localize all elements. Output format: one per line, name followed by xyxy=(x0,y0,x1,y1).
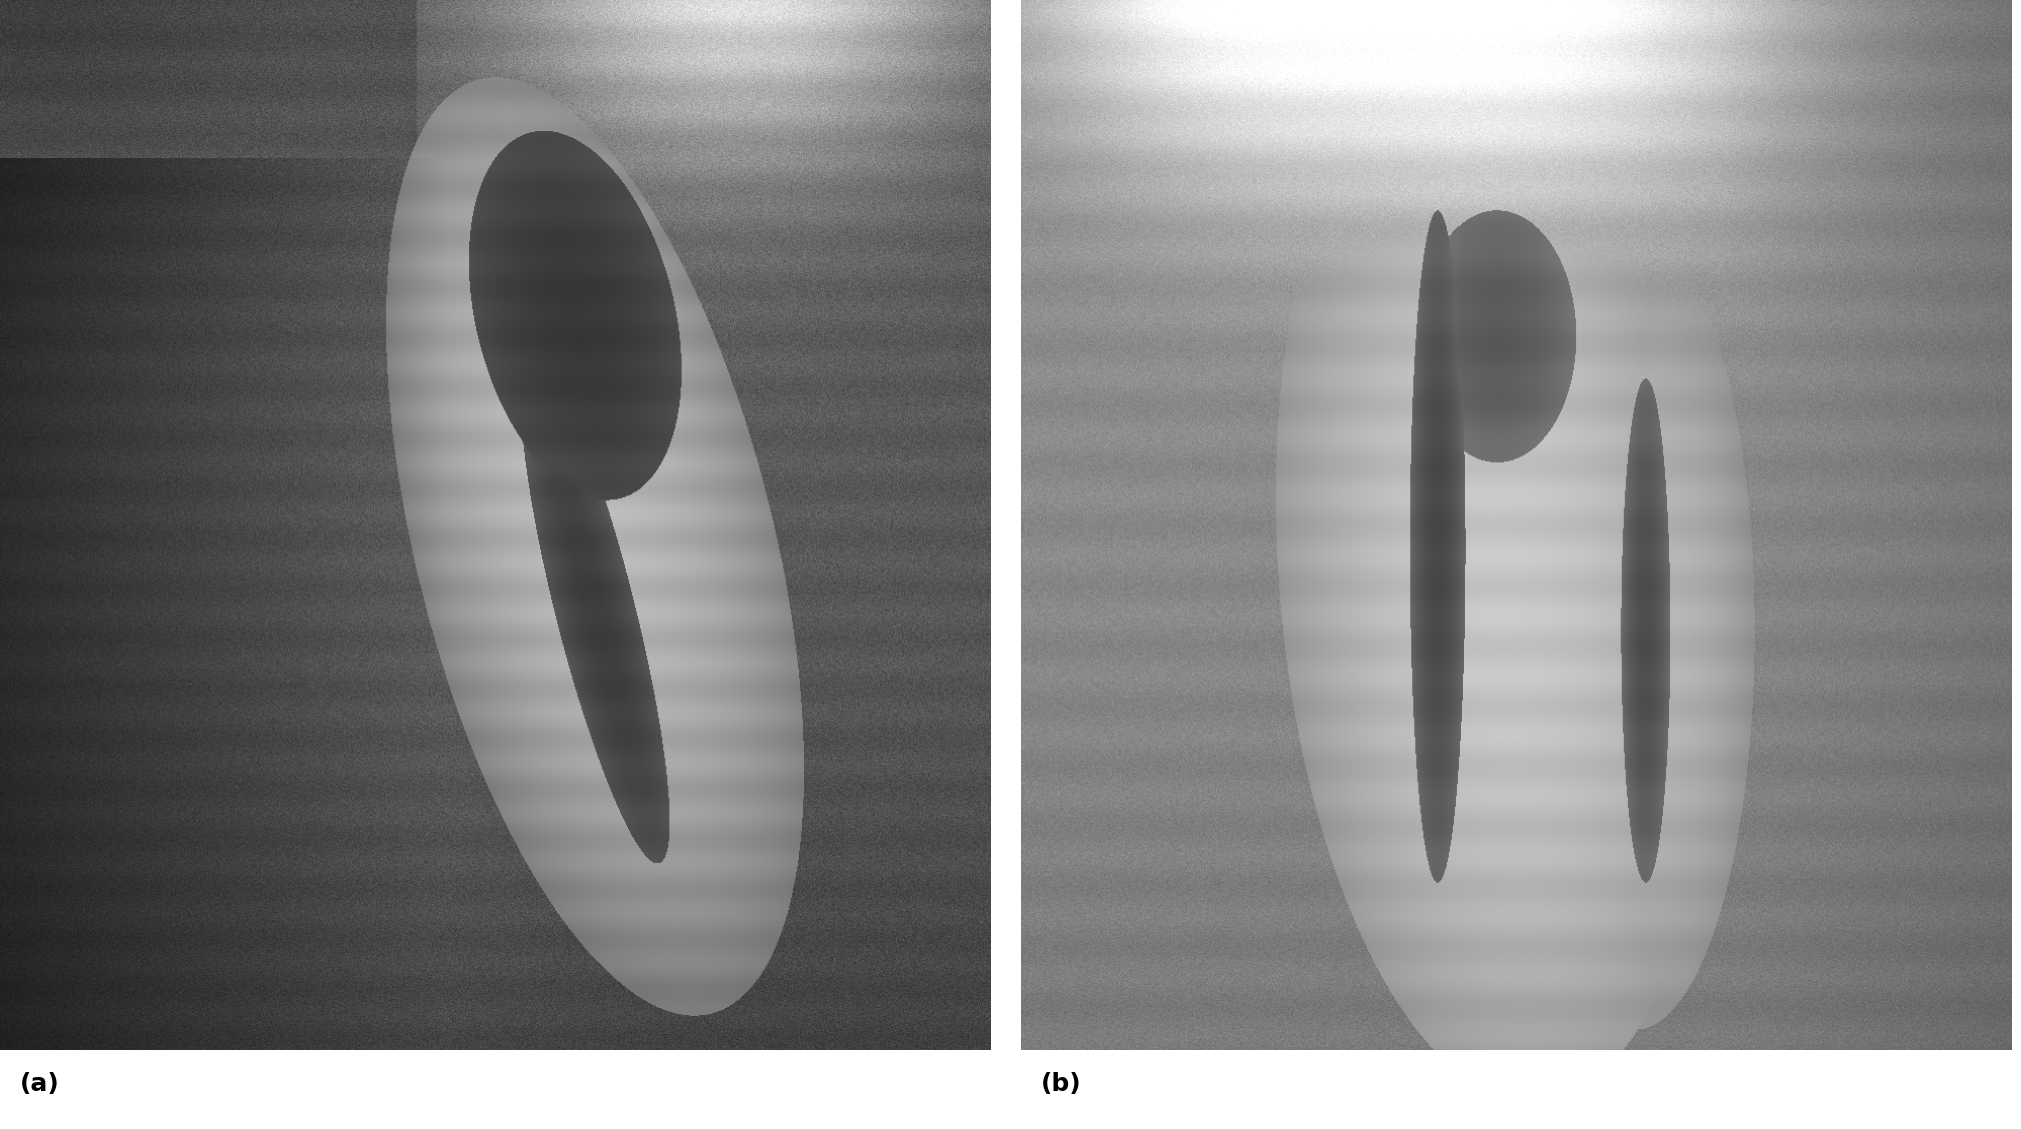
Text: (a): (a) xyxy=(20,1071,61,1096)
Text: (b): (b) xyxy=(1041,1071,1081,1096)
